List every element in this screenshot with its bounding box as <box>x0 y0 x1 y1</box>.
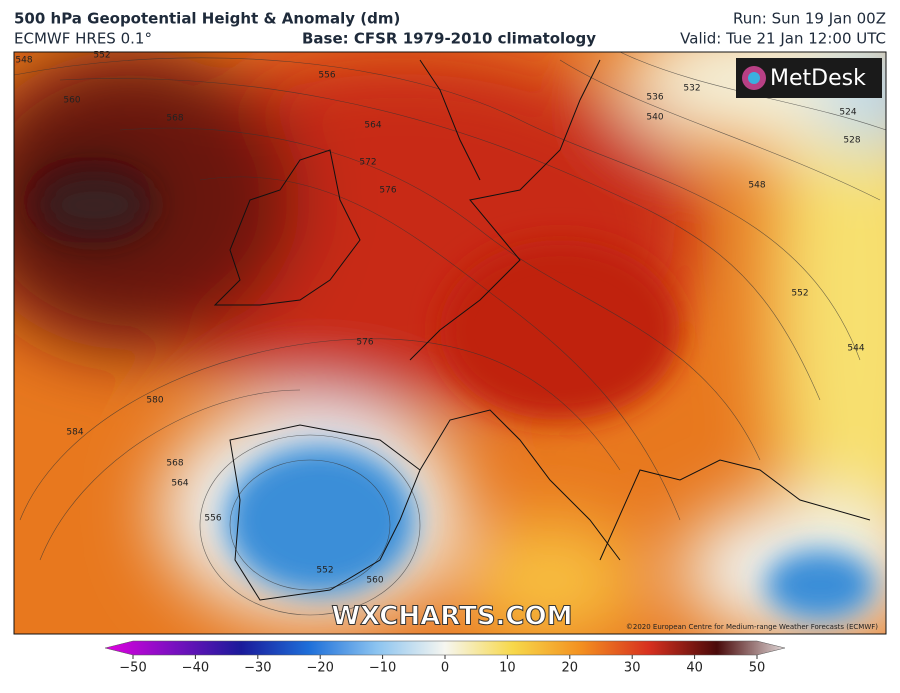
colorbar-tick-label: 20 <box>562 661 579 676</box>
valid: Valid: Tue 21 Jan 12:00 UTC <box>680 30 886 48</box>
contour-label: 524 <box>839 108 856 118</box>
contour-label: 576 <box>379 186 396 196</box>
colorbar-tick-label: −20 <box>306 661 333 676</box>
contour-label: 552 <box>93 51 110 61</box>
map <box>14 52 886 634</box>
colorbar-tick-label: 0 <box>441 661 449 676</box>
colorbar-tick-label: −50 <box>119 661 146 676</box>
contour-label: 560 <box>63 96 80 106</box>
contour-label: 544 <box>847 344 864 354</box>
contour-label: 540 <box>646 113 663 123</box>
colorbar-tick-label: 30 <box>624 661 641 676</box>
contour-label: 576 <box>356 338 373 348</box>
contour-label: 552 <box>791 289 808 299</box>
contour-label: 572 <box>359 158 376 168</box>
title: 500 hPa Geopotential Height & Anomaly (d… <box>14 10 400 28</box>
run: Run: Sun 19 Jan 00Z <box>733 10 886 28</box>
contour-label: 560 <box>366 576 383 586</box>
base: Base: CFSR 1979-2010 climatology <box>302 30 596 48</box>
contour-label: 568 <box>166 114 183 124</box>
watermark: WXCHARTS.COM <box>331 602 572 632</box>
copyright: ©2020 European Centre for Medium-range W… <box>626 623 878 631</box>
contour-label: 532 <box>683 84 700 94</box>
contour-label: 564 <box>171 479 188 489</box>
colorbar: −50 −40 −30 −20 −10 0 10 20 30 40 50 <box>104 640 786 676</box>
colorbar-tick-label: 40 <box>686 661 703 676</box>
contour-label: 556 <box>318 71 335 81</box>
logo: MetDesk <box>770 66 866 91</box>
contour-label: 568 <box>166 459 183 469</box>
colorbar-bar <box>104 640 786 656</box>
contour-labels: 548 552 560 568 556 564 572 576 576 580 584 568 564 5… <box>15 51 864 586</box>
contour-label: 528 <box>843 136 860 146</box>
contour-label: 580 <box>146 396 163 406</box>
contour-label: 548 <box>15 56 32 66</box>
contour-label: 536 <box>646 93 663 103</box>
logo-icon-core <box>748 72 760 84</box>
colorbar-tick-label: 10 <box>499 661 516 676</box>
map-frame <box>13 51 887 635</box>
contour-label: 564 <box>364 121 381 131</box>
colorbar-tick-label: −10 <box>369 661 396 676</box>
colorbar-tick-label: 50 <box>749 661 766 676</box>
colorbar-tick-label: −40 <box>182 661 209 676</box>
contour-label: 548 <box>748 181 765 191</box>
colorbar-tick-label: −30 <box>244 661 271 676</box>
contour-label: 556 <box>204 514 221 524</box>
contour-label: 552 <box>316 566 333 576</box>
model: ECMWF HRES 0.1° <box>14 30 152 48</box>
contour-label: 584 <box>66 428 83 438</box>
